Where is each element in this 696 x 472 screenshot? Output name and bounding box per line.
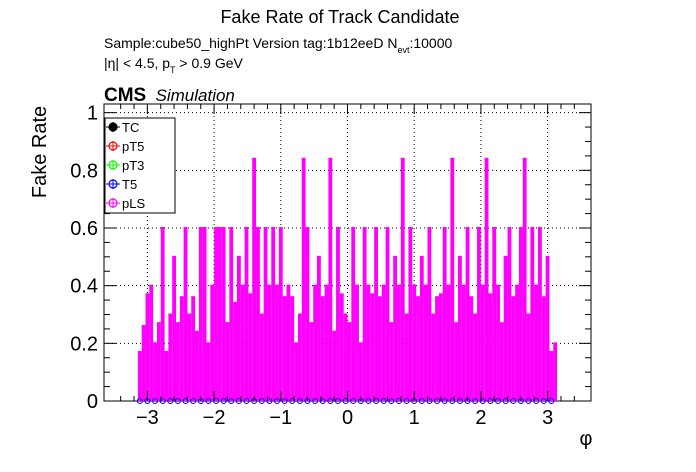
t5-marker	[174, 398, 181, 404]
t5-marker	[441, 398, 448, 404]
t5-marker	[365, 398, 372, 404]
nevt-value: :10000	[409, 35, 452, 51]
legend-label-pls: pLS	[122, 196, 145, 211]
t5-marker	[548, 398, 555, 404]
t5-marker	[190, 398, 197, 404]
legend-marker-pt3	[108, 160, 118, 170]
t5-marker	[334, 398, 341, 404]
t5-marker	[235, 398, 242, 404]
y-tick-label: 0.2	[70, 333, 98, 355]
t5-marker	[266, 398, 273, 404]
pls-bars	[137, 157, 558, 401]
t5-marker	[388, 398, 395, 404]
t5-marker	[228, 398, 235, 404]
pt-subscript: T	[170, 65, 176, 75]
x-axis-label: φ	[580, 428, 593, 450]
x-tick-label: −2	[203, 407, 226, 429]
cut-info-line: |η| < 4.5, pT > 0.9 GeV	[104, 55, 244, 75]
x-tick-label: −3	[136, 407, 159, 429]
t5-marker	[327, 398, 334, 404]
t5-marker	[182, 398, 189, 404]
x-tick-label: −1	[269, 407, 292, 429]
t5-marker	[426, 398, 433, 404]
y-axis-label: Fake Rate	[29, 106, 51, 198]
cms-label-text: CMS	[104, 85, 146, 106]
legend-label-tc: TC	[122, 120, 139, 135]
axis-ticks: −3 −2 −1 0 1 2 3 0 0.2 0.4 0.6 0.8 1	[70, 103, 591, 429]
x-tick-label: 0	[342, 407, 353, 429]
t5-marker	[258, 398, 265, 404]
legend-marker-tc	[108, 122, 118, 132]
t5-marker	[487, 398, 494, 404]
t5-marker	[159, 398, 166, 404]
t5-marker	[472, 398, 479, 404]
cms-simulation-label: Simulation	[156, 86, 235, 105]
x-tick-label: 1	[409, 407, 420, 429]
y-tick-label: 0.6	[70, 218, 98, 240]
t5-marker	[540, 398, 547, 404]
cut-info-tail: > 0.9 GeV	[176, 55, 244, 71]
t5-marker	[167, 398, 174, 404]
legend-label-t5: T5	[122, 177, 137, 192]
y-tick-label: 0.4	[70, 276, 98, 298]
t5-marker	[350, 398, 357, 404]
t5-marker	[296, 398, 303, 404]
t5-marker	[403, 398, 410, 404]
t5-marker	[533, 398, 540, 404]
chart-title: Fake Rate of Track Candidate	[220, 7, 459, 27]
sample-info-line: Sample:cube50_highPt Version tag:1b12eeD…	[104, 35, 452, 55]
t5-marker	[152, 398, 159, 404]
sample-info-text: Sample:cube50_highPt Version tag:1b12eeD…	[104, 35, 397, 51]
t5-marker	[380, 398, 387, 404]
t5-marker	[456, 398, 463, 404]
t5-marker	[479, 398, 486, 404]
legend-marker-pt5	[108, 141, 118, 151]
t5-marker	[373, 398, 380, 404]
t5-marker	[525, 398, 532, 404]
legend-marker-t5	[108, 179, 118, 189]
t5-marker	[136, 398, 143, 404]
y-tick-label: 0.8	[70, 160, 98, 182]
y-tick-label: 1	[87, 103, 98, 125]
t5-marker	[220, 398, 227, 404]
t5-marker	[281, 398, 288, 404]
t5-marker	[213, 398, 220, 404]
t5-marker	[418, 398, 425, 404]
t5-marker	[243, 398, 250, 404]
legend-label-pt3: pT3	[122, 158, 144, 173]
t5-marker	[510, 398, 517, 404]
t5-marker	[502, 398, 509, 404]
legend: TC pT5 pT3 T5 pLS	[104, 117, 176, 214]
t5-marker	[319, 398, 326, 404]
t5-marker	[274, 398, 281, 404]
cut-info-text: |η| < 4.5, p	[104, 55, 170, 71]
legend-label-pt5: pT5	[122, 139, 144, 154]
t5-marker	[434, 398, 441, 404]
cms-label: CMS Simulation	[104, 85, 235, 106]
t5-marker	[449, 398, 456, 404]
t5-marker	[342, 398, 349, 404]
x-tick-label: 2	[475, 407, 486, 429]
t5-marker	[289, 398, 296, 404]
t5-marker	[495, 398, 502, 404]
t5-marker	[395, 398, 402, 404]
t5-marker	[205, 398, 212, 404]
y-tick-label: 0	[87, 391, 98, 413]
legend-marker-pls	[108, 198, 118, 208]
x-tick-label: 3	[542, 407, 553, 429]
nevt-subscript: evt	[397, 45, 410, 55]
t5-marker	[312, 398, 319, 404]
